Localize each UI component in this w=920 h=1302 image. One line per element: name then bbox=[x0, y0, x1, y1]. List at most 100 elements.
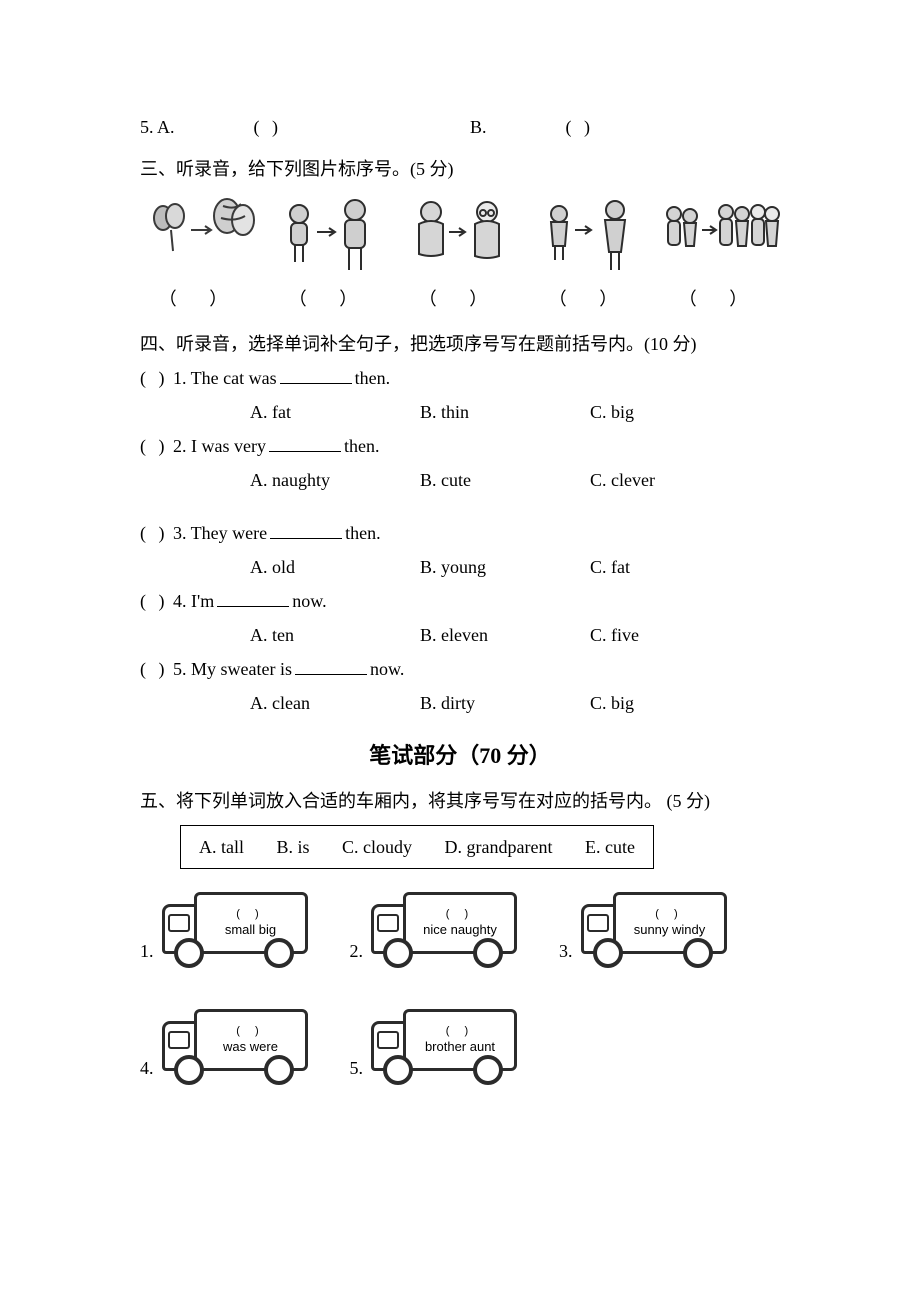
truck-1-words: small big bbox=[225, 922, 276, 938]
q4-4-opt-a: A. ten bbox=[250, 618, 420, 652]
truck-2-paren[interactable]: ( ) bbox=[446, 908, 474, 921]
q4-2-opt-a: A. naughty bbox=[250, 463, 420, 497]
q4-2-stem-a: 2. I was very bbox=[173, 429, 266, 463]
q4-1: ( ) 1. The cat was then. bbox=[140, 361, 780, 395]
truck-1-icon: ( ) small big bbox=[160, 883, 310, 968]
q4-1-opt-c: C. big bbox=[590, 395, 760, 429]
q4-5-paren[interactable]: ( ) bbox=[140, 652, 169, 686]
truck-4-words: was were bbox=[223, 1039, 278, 1055]
item-5-a-label: 5. A. bbox=[140, 117, 175, 137]
blank-2[interactable]: （ ） bbox=[289, 289, 372, 309]
wb-a: A. tall bbox=[199, 837, 244, 857]
item-5-a: 5. A. ( ) bbox=[140, 110, 470, 144]
truck-5-icon: ( ) brother aunt bbox=[369, 1000, 519, 1085]
q4-5-opt-b: B. dirty bbox=[420, 686, 590, 720]
truck-5-num: 5. bbox=[350, 1051, 364, 1085]
truck-1-num: 1. bbox=[140, 934, 154, 968]
q4-3-opt-b: B. young bbox=[420, 550, 590, 584]
q4-5-opts: A. clean B. dirty C. big bbox=[140, 686, 780, 720]
section-3-images bbox=[140, 196, 780, 276]
q4-3-blank[interactable] bbox=[270, 521, 342, 538]
item-5-b: B. ( ) bbox=[470, 110, 780, 144]
section-4-title: 四、听录音，选择单词补全句子，把选项序号写在题前括号内。(10 分) bbox=[140, 327, 780, 361]
item-5-row: 5. A. ( ) B. ( ) bbox=[140, 110, 780, 144]
q4-4-stem-b: now. bbox=[292, 584, 326, 618]
q4-4-opt-c: C. five bbox=[590, 618, 760, 652]
blank-5[interactable]: （ ） bbox=[679, 289, 762, 309]
q4-2: ( ) 2. I was very then. bbox=[140, 429, 780, 463]
section-5-title: 五、将下列单词放入合适的车厢内，将其序号写在对应的括号内。 (5 分) bbox=[140, 784, 780, 818]
q4-2-opt-c: C. clever bbox=[590, 463, 760, 497]
img-boy-grow bbox=[270, 196, 390, 276]
q4-1-paren[interactable]: ( ) bbox=[140, 361, 169, 395]
img-balloons bbox=[140, 196, 260, 276]
item-5-b-paren[interactable]: ( ) bbox=[566, 117, 595, 137]
q4-3-stem-b: then. bbox=[345, 516, 381, 550]
writing-section-head: 笔试部分（70 分） bbox=[140, 735, 780, 777]
q4-5-stem-b: now. bbox=[370, 652, 404, 686]
truck-3: 3. ( ) sunny windy bbox=[559, 883, 729, 968]
q4-3-opts: A. old B. young C. fat bbox=[140, 550, 780, 584]
img-family-grow bbox=[660, 196, 780, 276]
truck-4-paren[interactable]: ( ) bbox=[236, 1025, 264, 1038]
wb-e: E. cute bbox=[585, 837, 635, 857]
q4-1-opt-a: A. fat bbox=[250, 395, 420, 429]
worksheet-page: 5. A. ( ) B. ( ) 三、听录音，给下列图片标序号。(5 分) bbox=[0, 0, 920, 1163]
q4-4-opts: A. ten B. eleven C. five bbox=[140, 618, 780, 652]
word-bank: A. tall B. is C. cloudy D. grandparent E… bbox=[180, 825, 654, 869]
q4-3-opt-a: A. old bbox=[250, 550, 420, 584]
q4-1-opt-b: B. thin bbox=[420, 395, 590, 429]
blank-4[interactable]: （ ） bbox=[549, 289, 632, 309]
q4-2-opt-b: B. cute bbox=[420, 463, 590, 497]
img-man-old bbox=[400, 196, 520, 276]
q4-5-blank[interactable] bbox=[295, 658, 367, 675]
q4-1-blank[interactable] bbox=[280, 367, 352, 384]
truck-5-paren[interactable]: ( ) bbox=[446, 1025, 474, 1038]
truck-2-words: nice naughty bbox=[423, 922, 497, 938]
truck-4-icon: ( ) was were bbox=[160, 1000, 310, 1085]
truck-2-icon: ( ) nice naughty bbox=[369, 883, 519, 968]
truck-1-paren[interactable]: ( ) bbox=[236, 908, 264, 921]
truck-2-num: 2. bbox=[350, 934, 364, 968]
q4-1-stem-b: then. bbox=[355, 361, 391, 395]
q4-4-stem-a: 4. I'm bbox=[173, 584, 214, 618]
truck-3-icon: ( ) sunny windy bbox=[579, 883, 729, 968]
truck-1: 1. ( ) small big bbox=[140, 883, 310, 968]
truck-4-num: 4. bbox=[140, 1051, 154, 1085]
trucks-row-1: 1. ( ) small big 2. ( ) nice naughty bbox=[140, 883, 780, 968]
q4-5: ( ) 5. My sweater is now. bbox=[140, 652, 780, 686]
q4-5-opt-a: A. clean bbox=[250, 686, 420, 720]
q4-2-blank[interactable] bbox=[269, 435, 341, 452]
item-5-a-paren[interactable]: ( ) bbox=[254, 117, 283, 137]
q4-5-opt-c: C. big bbox=[590, 686, 760, 720]
q4-1-opts: A. fat B. thin C. big bbox=[140, 395, 780, 429]
truck-3-paren[interactable]: ( ) bbox=[655, 908, 683, 921]
q4-3: ( ) 3. They were then. bbox=[140, 516, 780, 550]
q4-4-opt-b: B. eleven bbox=[420, 618, 590, 652]
q4-3-paren[interactable]: ( ) bbox=[140, 516, 169, 550]
wb-c: C. cloudy bbox=[342, 837, 412, 857]
trucks-row-2: 4. ( ) was were 5. ( ) brother aunt bbox=[140, 1000, 780, 1085]
q4-5-stem-a: 5. My sweater is bbox=[173, 652, 292, 686]
wb-d: D. grandparent bbox=[445, 837, 553, 857]
q4-2-stem-b: then. bbox=[344, 429, 380, 463]
truck-2: 2. ( ) nice naughty bbox=[350, 883, 520, 968]
q4-4-blank[interactable] bbox=[217, 590, 289, 607]
q4-2-opts: A. naughty B. cute C. clever bbox=[140, 463, 780, 497]
truck-5-words: brother aunt bbox=[425, 1039, 495, 1055]
q4-4-paren[interactable]: ( ) bbox=[140, 584, 169, 618]
truck-5: 5. ( ) brother aunt bbox=[350, 1000, 520, 1085]
blank-1[interactable]: （ ） bbox=[159, 289, 242, 309]
q4-4: ( ) 4. I'm now. bbox=[140, 584, 780, 618]
section-3-blanks: （ ） （ ） （ ） （ ） （ ） bbox=[140, 282, 780, 316]
truck-3-num: 3. bbox=[559, 934, 573, 968]
img-girl-grow bbox=[530, 196, 650, 276]
truck-4: 4. ( ) was were bbox=[140, 1000, 310, 1085]
item-5-b-label: B. bbox=[470, 117, 487, 137]
q4-1-stem-a: 1. The cat was bbox=[173, 361, 277, 395]
truck-3-words: sunny windy bbox=[634, 922, 706, 938]
blank-3[interactable]: （ ） bbox=[419, 289, 502, 309]
q4-3-opt-c: C. fat bbox=[590, 550, 760, 584]
q4-2-paren[interactable]: ( ) bbox=[140, 429, 169, 463]
wb-b: B. is bbox=[277, 837, 310, 857]
